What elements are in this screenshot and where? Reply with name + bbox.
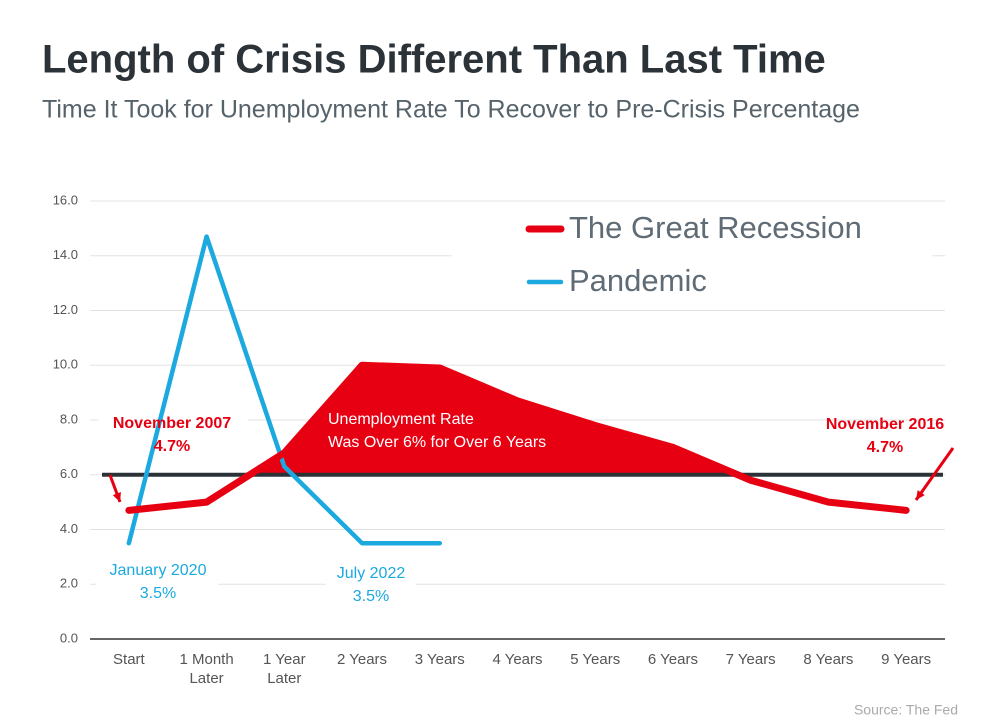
arrow-head [916, 490, 925, 500]
y-tick-label: 10.0 [53, 357, 78, 372]
legend-label: The Great Recession [569, 210, 862, 245]
x-tick-label: 8 Years [803, 651, 854, 668]
legend-background [452, 205, 932, 305]
annotation: July 2022 [337, 565, 406, 582]
x-tick-label: 6 Years [647, 651, 698, 668]
y-tick-label: 12.0 [53, 302, 78, 317]
annotation: 4.7% [154, 438, 190, 455]
x-tick-label: 2 Years [337, 651, 388, 668]
annotation: 3.5% [353, 588, 389, 605]
annotation: November 2007 [113, 415, 231, 432]
x-tick-label: 5 Years [570, 651, 621, 668]
chart-subtitle: Time It Took for Unemployment Rate To Re… [42, 96, 860, 124]
annotation: 3.5% [140, 585, 176, 602]
label-background [98, 410, 248, 460]
arrow [914, 447, 955, 501]
y-tick-label: 0.0 [60, 630, 78, 645]
label-background [326, 560, 416, 606]
annotation: January 2020 [110, 562, 207, 579]
y-tick-label: 16.0 [53, 192, 78, 207]
x-tick-label: Start [113, 651, 145, 668]
chart-title: Length of Crisis Different Than Last Tim… [42, 38, 826, 82]
x-tick-label: 1 Year Later [263, 651, 306, 687]
series-line [126, 234, 443, 546]
annotation: Was Over 6% for Over 6 Years [328, 434, 546, 451]
series-line [125, 361, 910, 514]
y-tick-label: 6.0 [60, 466, 78, 481]
y-tick-label: 4.0 [60, 521, 78, 536]
y-tick-label: 14.0 [53, 247, 78, 262]
x-tick-label: 4 Years [492, 651, 543, 668]
source: Source: The Fed [854, 702, 958, 718]
arrow-head [112, 492, 121, 502]
x-tick-label: 3 Years [414, 651, 465, 668]
y-tick-label: 2.0 [60, 576, 78, 591]
label-background [96, 560, 218, 606]
legend-label: Pandemic [569, 263, 707, 298]
x-tick-label: 9 Years [881, 651, 932, 668]
x-tick-label: 7 Years [725, 651, 776, 668]
over-threshold-area [128, 365, 907, 475]
y-tick-label: 8.0 [60, 411, 78, 426]
annotation: Unemployment Rate [328, 411, 474, 428]
annotation: 4.7% [867, 439, 903, 456]
annotation: November 2016 [826, 416, 944, 433]
x-tick-label: 1 Month Later [179, 651, 234, 687]
